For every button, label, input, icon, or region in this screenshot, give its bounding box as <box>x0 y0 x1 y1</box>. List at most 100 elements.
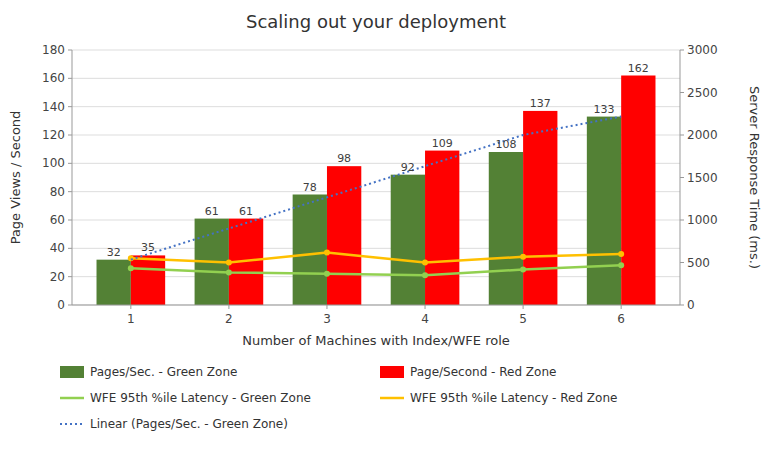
data-label: 137 <box>530 97 551 110</box>
data-label: 61 <box>205 205 219 218</box>
y2-tick-label: 0 <box>687 298 695 312</box>
y-tick <box>68 135 72 136</box>
legend-label: Linear (Pages/Sec. - Green Zone) <box>90 417 288 431</box>
x-tick-label: 4 <box>421 312 429 326</box>
y-tick <box>68 191 72 192</box>
data-label: 162 <box>628 62 649 75</box>
marker <box>520 267 526 273</box>
marker <box>422 260 428 266</box>
x-tick-label: 3 <box>323 312 331 326</box>
y2-tick-label: 1000 <box>687 213 718 227</box>
y-tick-label: 160 <box>42 71 65 85</box>
data-label: 98 <box>337 152 351 165</box>
y-tick-label: 140 <box>42 100 65 114</box>
legend-swatch <box>60 423 84 425</box>
y2-tick-label: 500 <box>687 256 710 270</box>
y-tick-label: 60 <box>50 213 65 227</box>
bar <box>489 152 523 305</box>
y-tick-label: 180 <box>42 43 65 57</box>
line-series <box>128 262 624 278</box>
y2-tick <box>680 177 684 178</box>
y-tick-label: 100 <box>42 156 65 170</box>
y-tick <box>68 50 72 51</box>
y2-tick <box>680 305 684 306</box>
x-tick <box>621 305 622 309</box>
y-tick-label: 0 <box>57 298 65 312</box>
legend-swatch <box>60 366 84 378</box>
chart: Scaling out your deployment3261789210813… <box>0 0 768 458</box>
y2-tick <box>680 220 684 221</box>
marker <box>226 260 232 266</box>
x-tick-label: 2 <box>225 312 233 326</box>
grid-line <box>72 78 680 79</box>
bar <box>293 195 327 306</box>
x-tick <box>130 305 131 309</box>
y-axis-line <box>72 50 73 305</box>
marker <box>618 251 624 257</box>
y-tick <box>68 276 72 277</box>
x-axis-line <box>72 305 680 306</box>
plot-area <box>97 76 656 306</box>
y2-axis-label: Server Response Time (ms.) <box>747 86 762 269</box>
legend: Pages/Sec. - Green Zone Page/Second - Red… <box>60 365 617 431</box>
x-tick <box>425 305 426 309</box>
x-tick <box>523 305 524 309</box>
y-tick-label: 120 <box>42 128 65 142</box>
y-axis-label: Page Views / Second <box>8 111 23 245</box>
legend-label: WFE 95th %ile Latency - Green Zone <box>90 391 311 405</box>
marker <box>520 254 526 260</box>
legend-label: Pages/Sec. - Green Zone <box>90 365 237 379</box>
data-labels: 32617892108133356198109137162 <box>107 62 649 259</box>
y-tick <box>68 248 72 249</box>
y2-tick <box>680 262 684 263</box>
axes: 1234560204060801001201401601800500100015… <box>42 43 717 326</box>
bar <box>97 260 131 305</box>
x-tick <box>228 305 229 309</box>
bar <box>327 166 361 305</box>
data-label: 133 <box>594 103 615 116</box>
y2-tick-label: 3000 <box>687 43 718 57</box>
data-label: 109 <box>432 137 453 150</box>
y2-tick <box>680 50 684 51</box>
legend-label: Page/Second - Red Zone <box>410 365 556 379</box>
x-axis-label: Number of Machines with Index/WFE role <box>242 333 510 348</box>
marker <box>422 272 428 278</box>
bar-series <box>131 76 656 306</box>
data-label: 61 <box>239 205 253 218</box>
y-tick <box>68 305 72 306</box>
grid-line <box>72 305 680 306</box>
y2-tick <box>680 92 684 93</box>
legend-swatch <box>60 397 84 400</box>
bar <box>587 117 621 305</box>
y-tick <box>68 78 72 79</box>
x-tick <box>326 305 327 309</box>
marker <box>128 265 134 271</box>
y-tick-label: 20 <box>50 270 65 284</box>
line <box>131 265 621 275</box>
marker <box>618 262 624 268</box>
y-tick <box>68 106 72 107</box>
grid <box>72 50 680 305</box>
x-tick-label: 6 <box>617 312 625 326</box>
data-label: 78 <box>303 181 317 194</box>
grid-line <box>72 50 680 51</box>
bar <box>391 175 425 305</box>
marker <box>324 271 330 277</box>
line-series <box>128 250 624 266</box>
x-tick-label: 5 <box>519 312 527 326</box>
data-label: 35 <box>141 241 155 254</box>
line <box>131 253 621 263</box>
y-tick-label: 40 <box>50 241 65 255</box>
legend-swatch <box>380 397 404 400</box>
bar <box>621 76 655 306</box>
legend-label: WFE 95th %ile Latency - Red Zone <box>410 391 617 405</box>
bar <box>131 255 165 305</box>
data-label: 92 <box>401 161 415 174</box>
legend-swatch <box>380 366 404 378</box>
bar <box>425 151 459 305</box>
y2-tick-label: 2500 <box>687 86 718 100</box>
data-label: 32 <box>107 246 121 259</box>
marker <box>324 250 330 256</box>
grid-line <box>72 106 680 107</box>
y-tick <box>68 220 72 221</box>
